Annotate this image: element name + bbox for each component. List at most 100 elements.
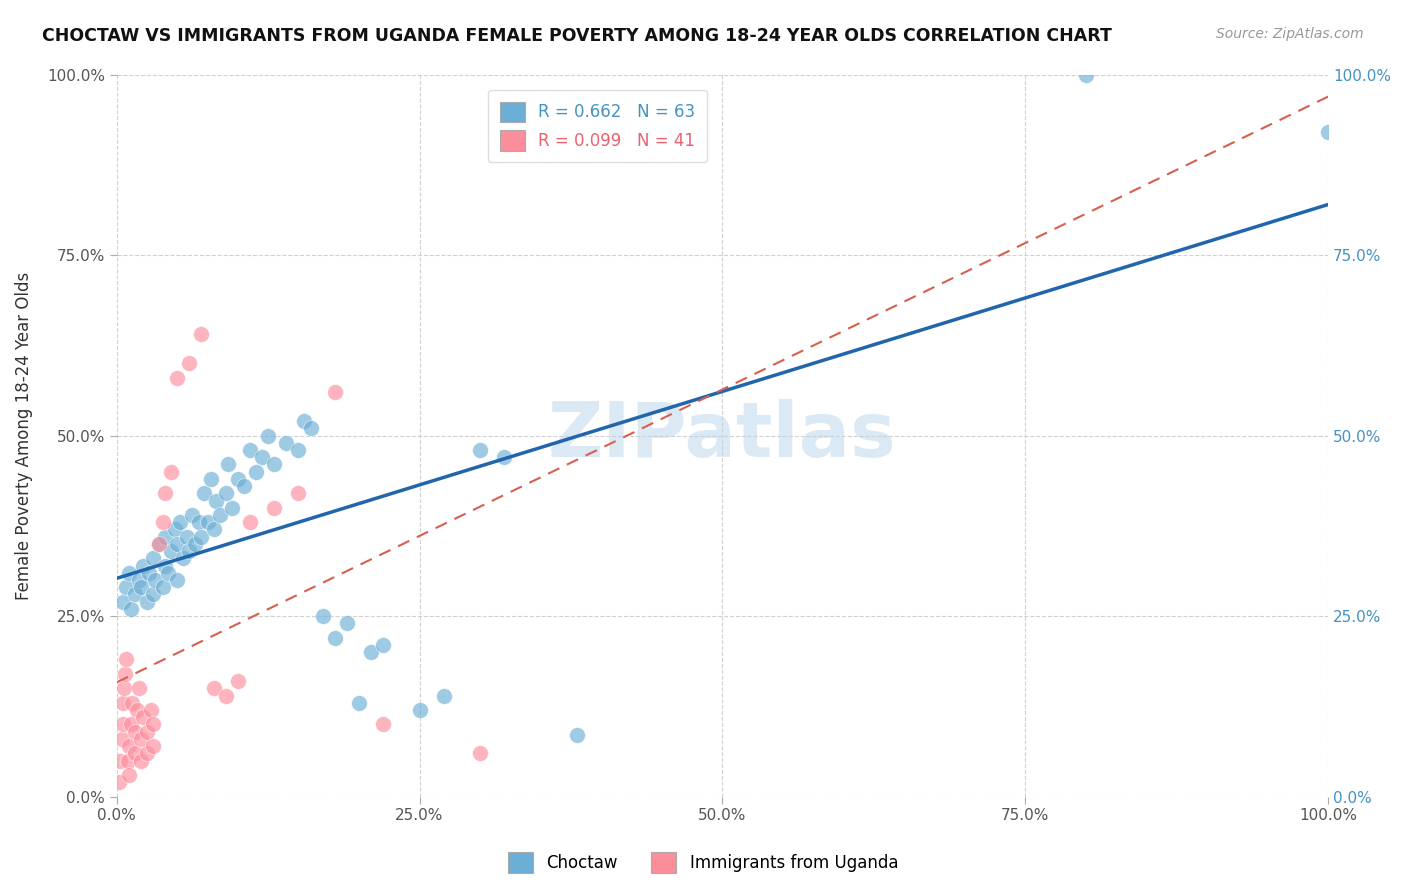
Point [276,435,298,450]
Point [179,356,201,370]
Point [148,537,170,551]
Point [299,421,322,435]
Point [294,414,316,428]
Point [347,696,370,710]
Point [110,731,132,746]
Point [128,681,150,696]
Point [153,530,176,544]
Point [118,566,141,580]
Point [202,523,225,537]
Point [232,479,254,493]
Text: ZIPatlas: ZIPatlas [548,399,897,473]
Point [179,544,201,558]
Point [115,652,138,666]
Point [127,703,149,717]
Point [193,486,215,500]
Point [136,595,159,609]
Point [124,587,146,601]
Point [311,609,333,624]
Point [120,602,142,616]
Point [373,717,395,731]
Point [111,595,134,609]
Point [205,493,228,508]
Point [124,724,146,739]
Text: CHOCTAW VS IMMIGRANTS FROM UGANDA FEMALE POVERTY AMONG 18-24 YEAR OLDS CORRELATI: CHOCTAW VS IMMIGRANTS FROM UGANDA FEMALE… [42,27,1112,45]
Point [250,450,273,465]
Point [1074,68,1097,82]
Point [172,551,194,566]
Point [336,616,359,631]
Point [166,537,188,551]
Point [1317,125,1340,139]
Point [152,515,174,529]
Point [323,631,346,645]
Point [287,443,309,458]
Point [176,530,198,544]
Point [217,458,239,472]
Point [257,428,280,442]
Point [152,580,174,594]
Point [145,573,167,587]
Point [408,703,430,717]
Point [184,537,207,551]
Point [121,696,143,710]
Point [190,530,212,544]
Point [215,689,238,703]
Point [153,486,176,500]
Point [132,710,155,724]
Point [188,515,211,529]
Text: Source: ZipAtlas.com: Source: ZipAtlas.com [1216,27,1364,41]
Point [114,667,136,681]
Point [226,472,249,486]
Point [190,327,212,342]
Point [129,731,152,746]
Point [197,515,219,529]
Point [180,508,202,522]
Point [136,724,159,739]
Point [202,681,225,696]
Point [160,544,183,558]
Point [245,465,267,479]
Point [468,747,491,761]
Point [323,385,346,400]
Legend: Choctaw, Immigrants from Uganda: Choctaw, Immigrants from Uganda [502,846,904,880]
Point [239,515,262,529]
Point [142,587,165,601]
Legend: R = 0.662   N = 63, R = 0.099   N = 41: R = 0.662 N = 63, R = 0.099 N = 41 [488,90,707,162]
Point [239,443,262,458]
Point [142,551,165,566]
Point [142,717,165,731]
Point [112,681,135,696]
Point [433,689,456,703]
Point [226,674,249,689]
Point [129,580,152,594]
Point [565,728,588,742]
Point [148,537,170,551]
Point [139,703,162,717]
Point [111,696,134,710]
Point [110,754,132,768]
Point [128,573,150,587]
Point [169,515,191,529]
Point [160,465,183,479]
Point [263,458,285,472]
Point [156,566,179,580]
Point [166,573,188,587]
Point [360,645,382,659]
Point [129,754,152,768]
Point [118,739,141,753]
Point [200,472,222,486]
Point [263,500,285,515]
Point [208,508,231,522]
Point [118,768,141,782]
Point [108,775,131,789]
Point [163,523,186,537]
Point [132,558,155,573]
Point [124,747,146,761]
Point [120,717,142,731]
Y-axis label: Female Poverty Among 18-24 Year Olds: Female Poverty Among 18-24 Year Olds [15,271,32,599]
Point [111,717,134,731]
Point [117,754,139,768]
Point [287,486,309,500]
Point [468,443,491,458]
